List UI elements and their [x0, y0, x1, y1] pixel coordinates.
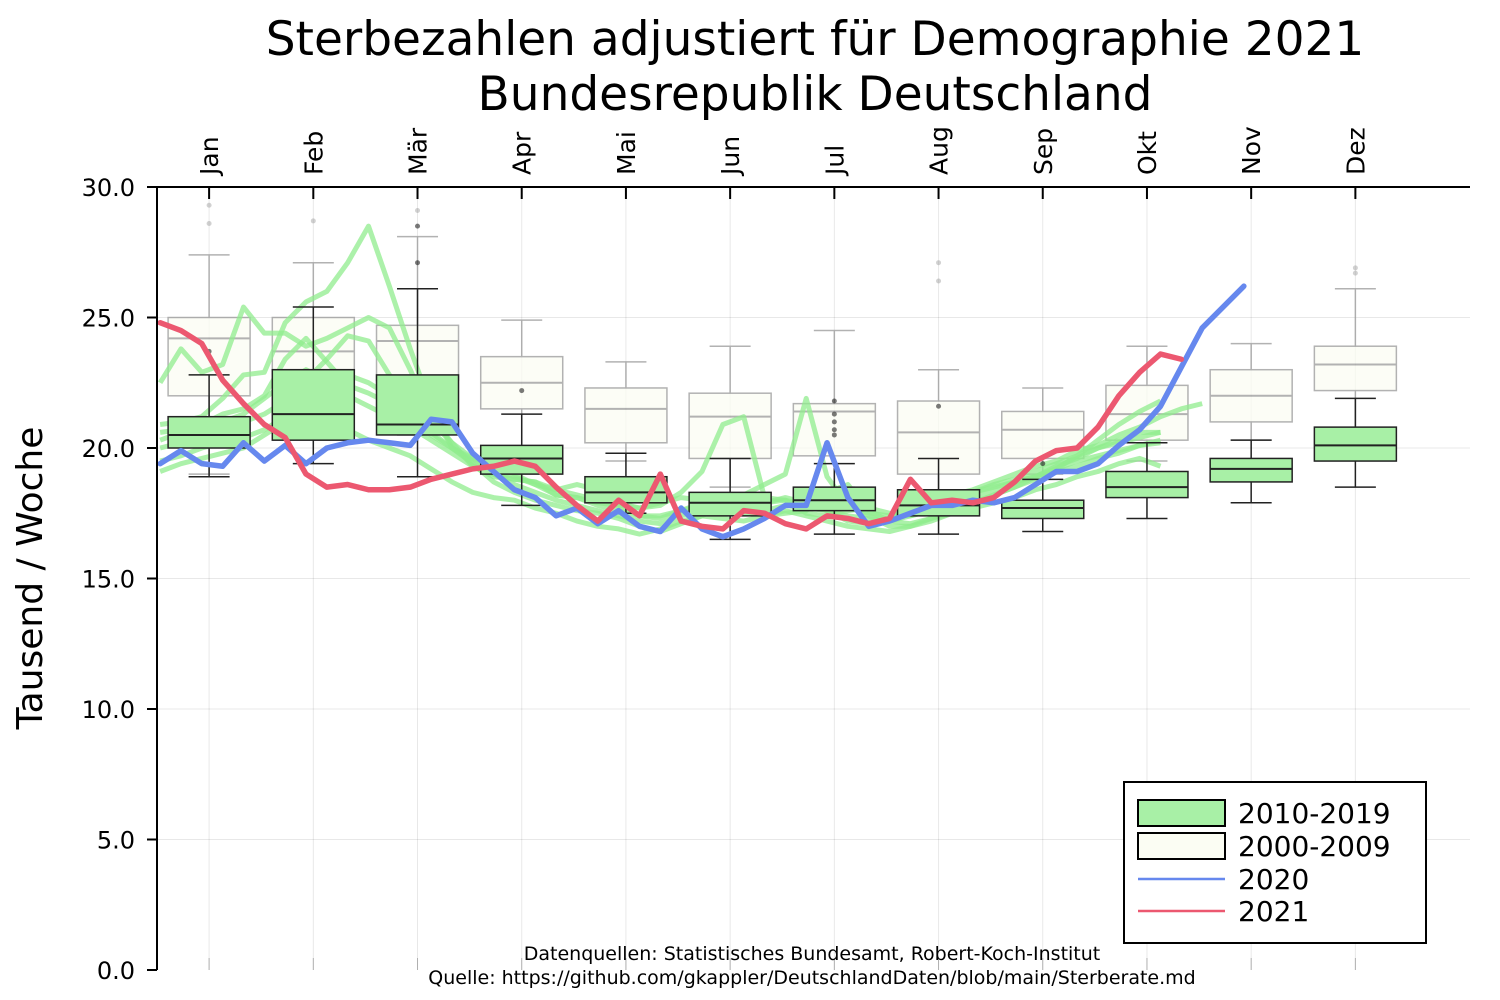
- outlier-point: [1352, 265, 1358, 271]
- main-lines: [157, 283, 1247, 540]
- month-label: Feb: [299, 131, 328, 175]
- legend-item-2000-2009: 2000-2009: [1137, 830, 1391, 863]
- month-label: Jun: [716, 136, 745, 177]
- old-box-Nov: [1209, 342, 1293, 441]
- series-line-2021: [157, 319, 1185, 532]
- outlier-point: [415, 260, 421, 266]
- old-box-Dez: [1313, 265, 1398, 441]
- outlier-point: [519, 388, 525, 394]
- y-tick-label: 25.0: [82, 305, 135, 333]
- month-label: Apr: [508, 131, 537, 175]
- box-body: [1313, 426, 1398, 462]
- legend-label-2000-2009: 2000-2009: [1238, 830, 1391, 863]
- chart-subtitle: Bundesrepublik Deutschland: [478, 67, 1153, 122]
- y-tick-label: 20.0: [82, 435, 135, 463]
- month-label: Aug: [925, 126, 954, 175]
- outlier-point: [936, 260, 942, 266]
- legend-swatch-green-box: [1137, 799, 1226, 827]
- y-ticks: 0.0 5.0 10.0 15.0 20.0 25.0 30.0: [82, 174, 157, 985]
- month-label: Jul: [820, 145, 849, 177]
- boxes-2000-2009: [167, 202, 1398, 501]
- old-box-Apr: [479, 319, 564, 449]
- outlier-point: [310, 218, 316, 224]
- legend-label-2020: 2020: [1238, 863, 1309, 896]
- month-label: Nov: [1237, 126, 1266, 175]
- y-tick-label: 15.0: [82, 566, 135, 594]
- old-box-Jun: [688, 345, 772, 488]
- green-box-Dez: [1313, 397, 1398, 488]
- month-label: Mai: [612, 131, 641, 175]
- green-box-Apr: [479, 388, 564, 507]
- box-body: [688, 392, 772, 460]
- outlier-point: [415, 207, 421, 213]
- boxes-2010-2019: [167, 223, 1398, 541]
- month-label: Jan: [195, 136, 224, 177]
- box-body: [1209, 457, 1293, 483]
- outlier-point: [831, 419, 837, 425]
- outlier-point: [415, 223, 421, 229]
- box-body: [271, 368, 356, 441]
- green-box-Nov: [1209, 439, 1293, 504]
- outlier-point: [936, 278, 942, 284]
- outlier-point: [206, 221, 212, 227]
- box-body: [167, 415, 251, 449]
- outlier-point: [831, 398, 837, 404]
- old-box-Mai: [584, 361, 668, 462]
- source-url-text: Quelle: https://github.com/gkappler/Deut…: [428, 967, 1195, 989]
- chart-title: Sterbezahlen adjustiert für Demographie …: [266, 12, 1365, 67]
- green-box-Okt: [1105, 442, 1189, 520]
- box-body: [479, 444, 564, 475]
- legend-item-2021: 2021: [1138, 895, 1309, 928]
- box-body: [1001, 499, 1085, 520]
- month-label: Sep: [1029, 128, 1058, 175]
- month-labels: Jan Feb Mär Apr Mai Jun Jul Aug Sep Okt Nov Dez: [195, 126, 1370, 970]
- legend-item-2020: 2020: [1138, 863, 1309, 896]
- green-box-Sep: [1001, 461, 1085, 533]
- month-label: Dez: [1341, 127, 1370, 175]
- month-label: Mär: [404, 127, 433, 175]
- box-body: [1313, 345, 1398, 392]
- box-body: [1105, 470, 1189, 499]
- outlier-point: [1352, 270, 1358, 276]
- legend-item-2010-2019: 2010-2019: [1137, 797, 1391, 830]
- legend: 2010-2019 2000-2009 2020 2021: [1123, 781, 1427, 944]
- green-box-Mär: [375, 223, 460, 478]
- box-body: [584, 387, 668, 444]
- outlier-point: [1040, 461, 1046, 467]
- legend-label-2021: 2021: [1238, 895, 1309, 928]
- outlier-point: [206, 202, 212, 208]
- month-label: Okt: [1133, 131, 1162, 175]
- data-sources-text: Datenquellen: Statistisches Bundesamt, R…: [524, 943, 1101, 965]
- legend-label-2010-2019: 2010-2019: [1238, 797, 1391, 830]
- green-box-Feb: [271, 306, 356, 465]
- y-tick-label: 30.0: [82, 174, 135, 202]
- outlier-point: [831, 427, 837, 433]
- y-axis-label: Tausend / Woche: [10, 427, 51, 731]
- y-tick-label: 5.0: [97, 827, 135, 855]
- outlier-point: [936, 403, 942, 409]
- green-year-line: [159, 333, 1161, 524]
- y-tick-label: 0.0: [97, 957, 135, 985]
- legend-swatch-old-box: [1137, 832, 1226, 860]
- y-tick-label: 10.0: [82, 696, 135, 724]
- outlier-point: [831, 432, 837, 438]
- box-body: [375, 374, 460, 436]
- outlier-point: [831, 411, 837, 417]
